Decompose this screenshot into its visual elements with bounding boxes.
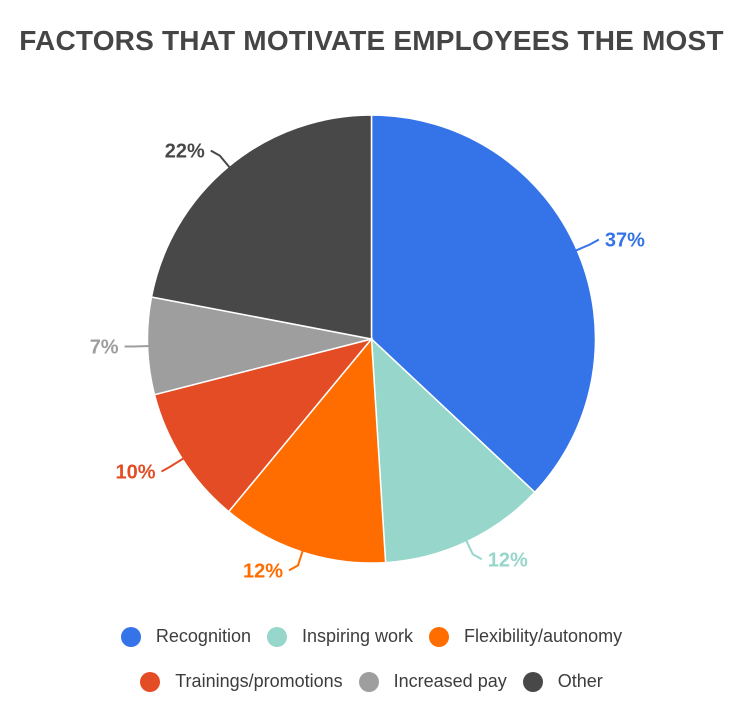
legend-color-dot-icon [429, 626, 450, 647]
slice-value-label: 10% [115, 462, 155, 484]
chart-title: FACTORS THAT MOTIVATE EMPLOYEES THE MOST [19, 25, 724, 56]
legend: Recognition Inspiring work Flexibility/aut… [0, 606, 743, 692]
legend-label: Inspiring work [301, 626, 414, 646]
slice-value-label: 12% [243, 560, 283, 582]
legend-item-trainings-promotions[interactable]: Trainings/promotions [140, 671, 343, 692]
legend-label: Trainings/promotions [175, 671, 343, 691]
slice-value-label: 22% [165, 141, 205, 163]
legend-row: Recognition Inspiring work Flexibility/aut… [0, 626, 743, 647]
legend-item-recognition[interactable]: Recognition [120, 626, 251, 647]
legend-item-other[interactable]: Other [522, 671, 603, 692]
legend-label: Other [557, 671, 603, 691]
slice-callout-line [465, 539, 483, 561]
legend-label: Flexibility/autonomy [464, 626, 623, 646]
legend-color-dot-icon [522, 671, 543, 692]
slice-callout-line [161, 457, 185, 473]
slice-callout-line [124, 345, 150, 348]
legend-item-flexibility-autonomy[interactable]: Flexibility/autonomy [429, 626, 622, 647]
legend-item-inspiring-work[interactable]: Inspiring work [266, 626, 414, 647]
legend-color-dot-icon [120, 626, 141, 647]
pie-chart: 37% 12% 12% 10% 7% 22% [90, 114, 645, 582]
legend-row: Trainings/promotions Increased pay Other [0, 671, 743, 692]
legend-label: Increased pay [393, 671, 507, 691]
slice-callout-line [574, 238, 600, 252]
legend-color-dot-icon [266, 626, 287, 647]
legend-label: Recognition [155, 626, 251, 646]
slice-callout-line [210, 149, 231, 169]
legend-color-dot-icon [140, 671, 161, 692]
slice-value-label: 37% [605, 230, 645, 252]
slice-value-label: 7% [90, 337, 119, 359]
slice-callout-line [288, 549, 304, 572]
legend-item-increased-pay[interactable]: Increased pay [358, 671, 507, 692]
legend-color-dot-icon [358, 671, 379, 692]
slice-value-label: 12% [488, 549, 528, 571]
